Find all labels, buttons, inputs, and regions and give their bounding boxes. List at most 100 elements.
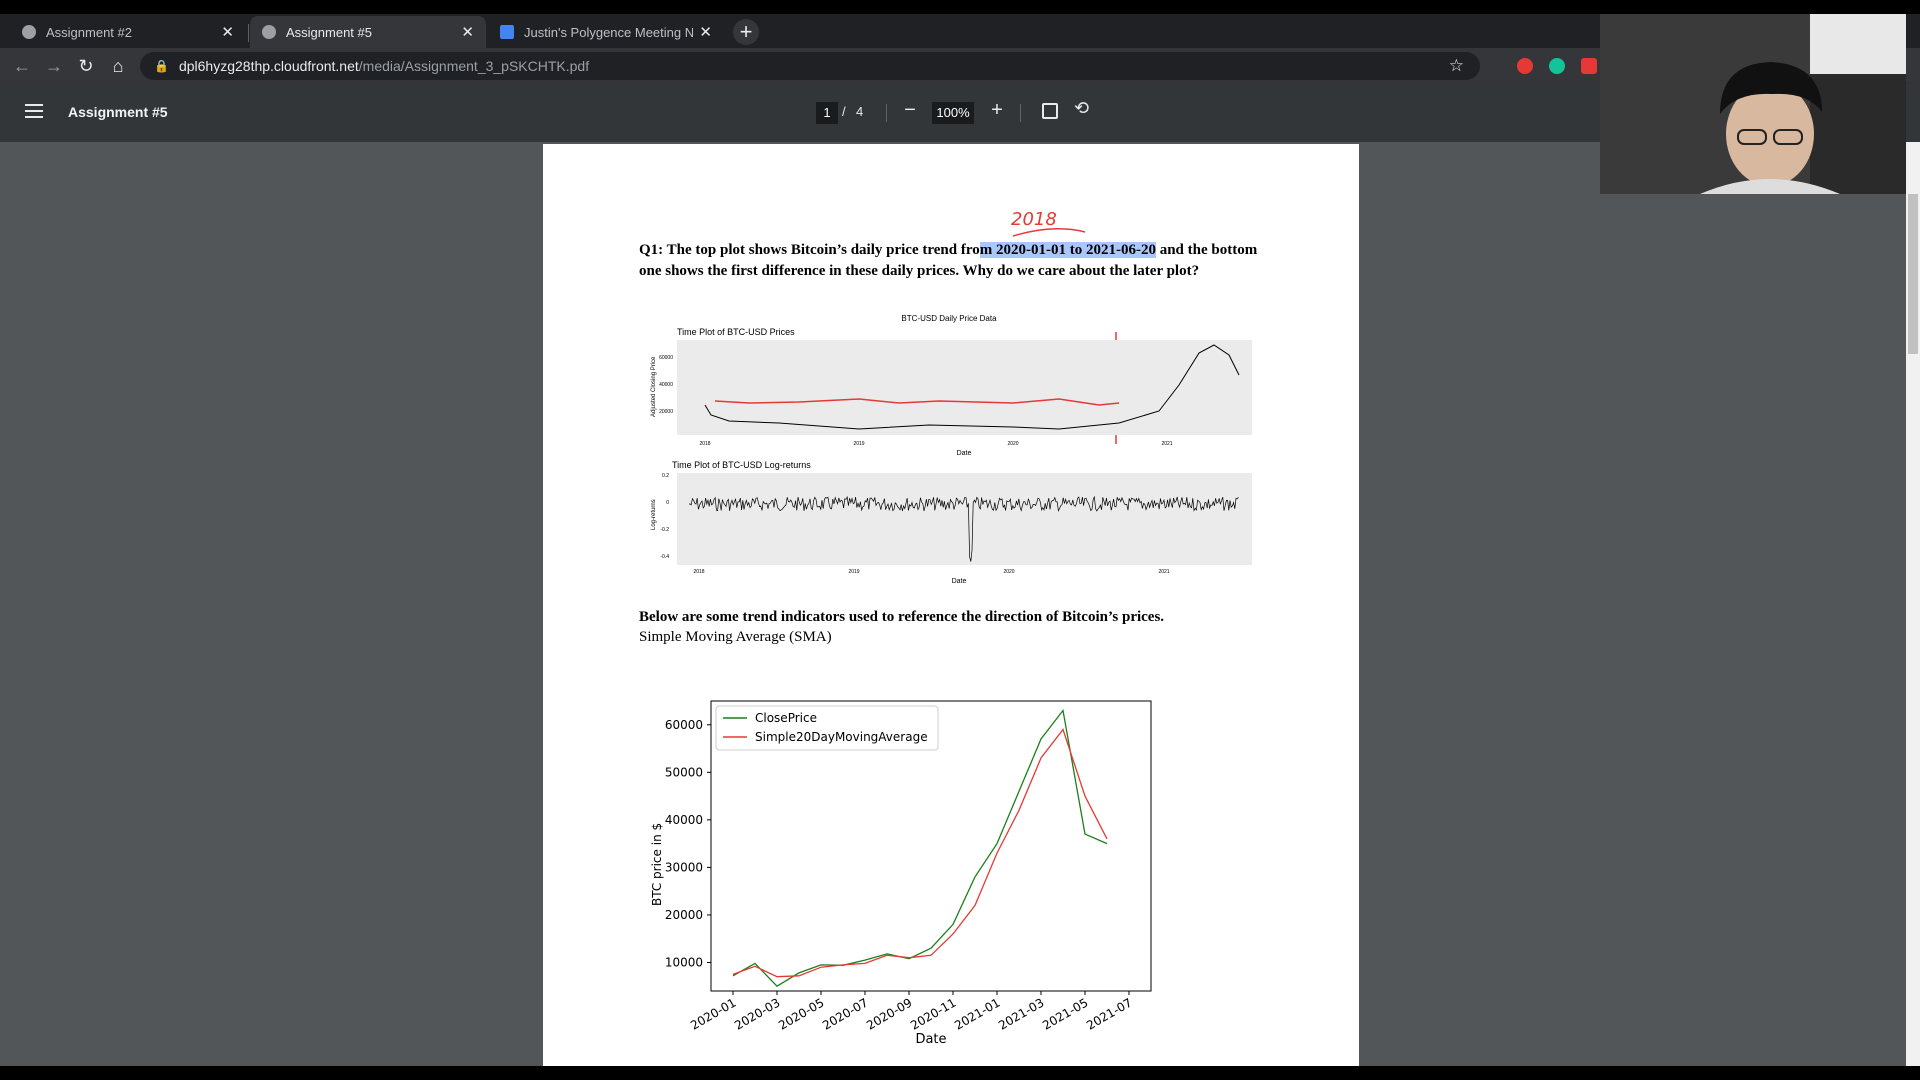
sma-y-axis: 10000 20000 30000 40000 50000 60000 bbox=[665, 718, 711, 969]
webcam-overlay bbox=[1600, 14, 1906, 194]
sma-y-tick-label: 30000 bbox=[665, 860, 703, 874]
toolbar-divider bbox=[886, 104, 887, 122]
sma-x-tick-label: 2020-03 bbox=[732, 995, 782, 1032]
returns-ytick: 0 bbox=[666, 500, 669, 506]
returns-panel bbox=[677, 473, 1252, 565]
lock-icon: 🔒 bbox=[154, 59, 169, 73]
globe-icon bbox=[22, 25, 36, 39]
extension-icon[interactable] bbox=[1517, 58, 1533, 74]
close-tab-icon[interactable]: ✕ bbox=[699, 24, 712, 41]
scrollbar-thumb[interactable] bbox=[1908, 194, 1918, 354]
price-subtitle: Time Plot of BTC-USD Prices bbox=[677, 327, 795, 337]
sma-x-tick-label: 2020-07 bbox=[820, 995, 870, 1032]
price-ytick: 40000 bbox=[659, 382, 673, 388]
legend-label-sma: Simple20DayMovingAverage bbox=[755, 730, 928, 744]
returns-xlabel: Date bbox=[952, 578, 967, 585]
sma-y-tick-label: 40000 bbox=[665, 813, 703, 827]
document-title: Assignment #5 bbox=[68, 104, 168, 120]
sma-x-tick-label: 2020-11 bbox=[908, 995, 958, 1032]
address-bar[interactable]: 🔒 dpl6hyzg28thp.cloudfront.net/media/Ass… bbox=[140, 52, 1480, 80]
home-icon[interactable]: ⌂ bbox=[112, 56, 124, 76]
price-xtick: 2020 bbox=[1007, 441, 1018, 447]
returns-xtick: 2018 bbox=[693, 569, 704, 575]
returns-xtick: 2021 bbox=[1158, 569, 1169, 575]
q1-text-end: and the bottom one shows the first diffe… bbox=[639, 242, 1258, 279]
back-arrow-icon[interactable]: ← bbox=[13, 56, 31, 76]
page-separator: / bbox=[842, 104, 846, 119]
sma-moving-average-line bbox=[732, 728, 1108, 978]
sma-y-tick-label: 10000 bbox=[665, 955, 703, 969]
sma-x-tick-label: 2021-03 bbox=[996, 995, 1046, 1032]
sma-y-tick-label: 60000 bbox=[665, 718, 703, 732]
handwritten-annotation: 2018 bbox=[1011, 209, 1057, 230]
hamburger-menu-icon[interactable] bbox=[25, 104, 43, 118]
close-tab-icon[interactable]: ✕ bbox=[221, 24, 234, 41]
zoom-out-button[interactable]: − bbox=[904, 99, 916, 121]
price-ytick: 60000 bbox=[659, 355, 673, 361]
sma-legend bbox=[715, 705, 939, 751]
tab-assignment-5[interactable]: Assignment #5 ✕ bbox=[250, 16, 486, 48]
returns-series-line bbox=[688, 495, 1239, 562]
new-tab-button[interactable]: + bbox=[733, 19, 759, 45]
tab-title: Assignment #2 bbox=[46, 24, 132, 40]
returns-xtick: 2019 bbox=[848, 569, 859, 575]
reload-icon[interactable]: ↻ bbox=[78, 56, 94, 76]
price-xtick: 2019 bbox=[853, 441, 864, 447]
price-xlabel: Date bbox=[957, 450, 972, 457]
page-total: 4 bbox=[856, 104, 864, 119]
q1-highlight: m 2020-01-01 to 2021-06-20 bbox=[979, 242, 1156, 258]
returns-subtitle: Time Plot of BTC-USD Log-returns bbox=[672, 460, 811, 470]
sma-y-tick-label: 50000 bbox=[665, 765, 703, 779]
section-heading: Below are some trend indicators used to … bbox=[639, 609, 1165, 625]
question-1: Q1: The top plot shows Bitcoin’s daily p… bbox=[639, 240, 1259, 282]
returns-ytick: -0.4 bbox=[660, 554, 669, 560]
sma-x-tick-label: 2021-05 bbox=[1040, 995, 1090, 1032]
zoom-in-button[interactable]: + bbox=[991, 99, 1003, 121]
fit-to-page-icon[interactable] bbox=[1042, 103, 1058, 119]
rotate-icon[interactable]: ⟲ bbox=[1074, 98, 1090, 118]
url-path: /media/Assignment_3_pSKCHTK.pdf bbox=[358, 58, 590, 74]
bookmark-star-icon[interactable]: ☆ bbox=[1448, 56, 1464, 75]
vertical-scrollbar[interactable] bbox=[1906, 142, 1920, 1066]
close-tab-icon[interactable]: ✕ bbox=[461, 24, 474, 41]
legend-label-close: ClosePrice bbox=[755, 711, 817, 725]
sma-x-tick-label: 2020-01 bbox=[688, 995, 738, 1032]
price-xtick: 2021 bbox=[1161, 441, 1172, 447]
sma-x-tick-label: 2020-09 bbox=[864, 995, 914, 1032]
grammarly-icon[interactable] bbox=[1549, 58, 1565, 74]
returns-ylabel: Log-returns bbox=[651, 499, 657, 530]
page-number-input[interactable]: 1 bbox=[816, 102, 838, 124]
price-ylabel: Adjusted Closing Price bbox=[651, 356, 657, 417]
chart-title: BTC-USD Daily Price Data bbox=[901, 314, 997, 323]
price-ytick: 20000 bbox=[659, 409, 673, 415]
r-price-chart: BTC-USD Daily Price Data Time Plot of BT… bbox=[651, 314, 1252, 585]
sma-x-tick-label: 2021-07 bbox=[1084, 995, 1134, 1032]
pdf-viewport[interactable]: 2018 Q1: The top plot shows Bitcoin’s da… bbox=[0, 142, 1906, 1066]
sma-chart: BTC price in $ Date 10000 20000 30000 40000… bbox=[650, 700, 1152, 1046]
section-subheading: Simple Moving Average (SMA) bbox=[639, 629, 832, 645]
sma-x-tick-label: 2021-01 bbox=[952, 995, 1002, 1032]
sma-close-price-line bbox=[732, 708, 1108, 988]
forward-arrow-icon[interactable]: → bbox=[45, 56, 63, 76]
globe-icon bbox=[262, 25, 276, 39]
price-panel bbox=[677, 340, 1252, 435]
sma-x-tick-label: 2020-05 bbox=[776, 995, 826, 1032]
returns-ytick: 0.2 bbox=[662, 473, 669, 479]
pdf-page: 2018 Q1: The top plot shows Bitcoin’s da… bbox=[543, 144, 1359, 1066]
sma-ylabel: BTC price in $ bbox=[650, 823, 664, 906]
sma-xlabel: Date bbox=[915, 1032, 946, 1046]
returns-ytick: -0.2 bbox=[660, 527, 669, 533]
zoom-level-input[interactable]: 100% bbox=[932, 102, 974, 124]
price-annotation-line bbox=[714, 398, 1120, 406]
price-series-line bbox=[704, 344, 1240, 430]
price-xtick: 2018 bbox=[699, 441, 710, 447]
docs-icon bbox=[500, 25, 514, 39]
q1-text-start: Q1: The top plot shows Bitcoin’s daily p… bbox=[639, 242, 980, 258]
sma-y-tick-label: 20000 bbox=[665, 908, 703, 922]
pocket-icon[interactable] bbox=[1581, 58, 1597, 74]
tab-meeting-notes[interactable]: Justin's Polygence Meeting Notes ✕ bbox=[488, 16, 724, 48]
tab-assignment-2[interactable]: Assignment #2 ✕ bbox=[10, 16, 246, 48]
tab-title: Justin's Polygence Meeting Notes bbox=[524, 24, 694, 40]
returns-xtick: 2020 bbox=[1003, 569, 1014, 575]
top-black-bar bbox=[0, 0, 1920, 14]
